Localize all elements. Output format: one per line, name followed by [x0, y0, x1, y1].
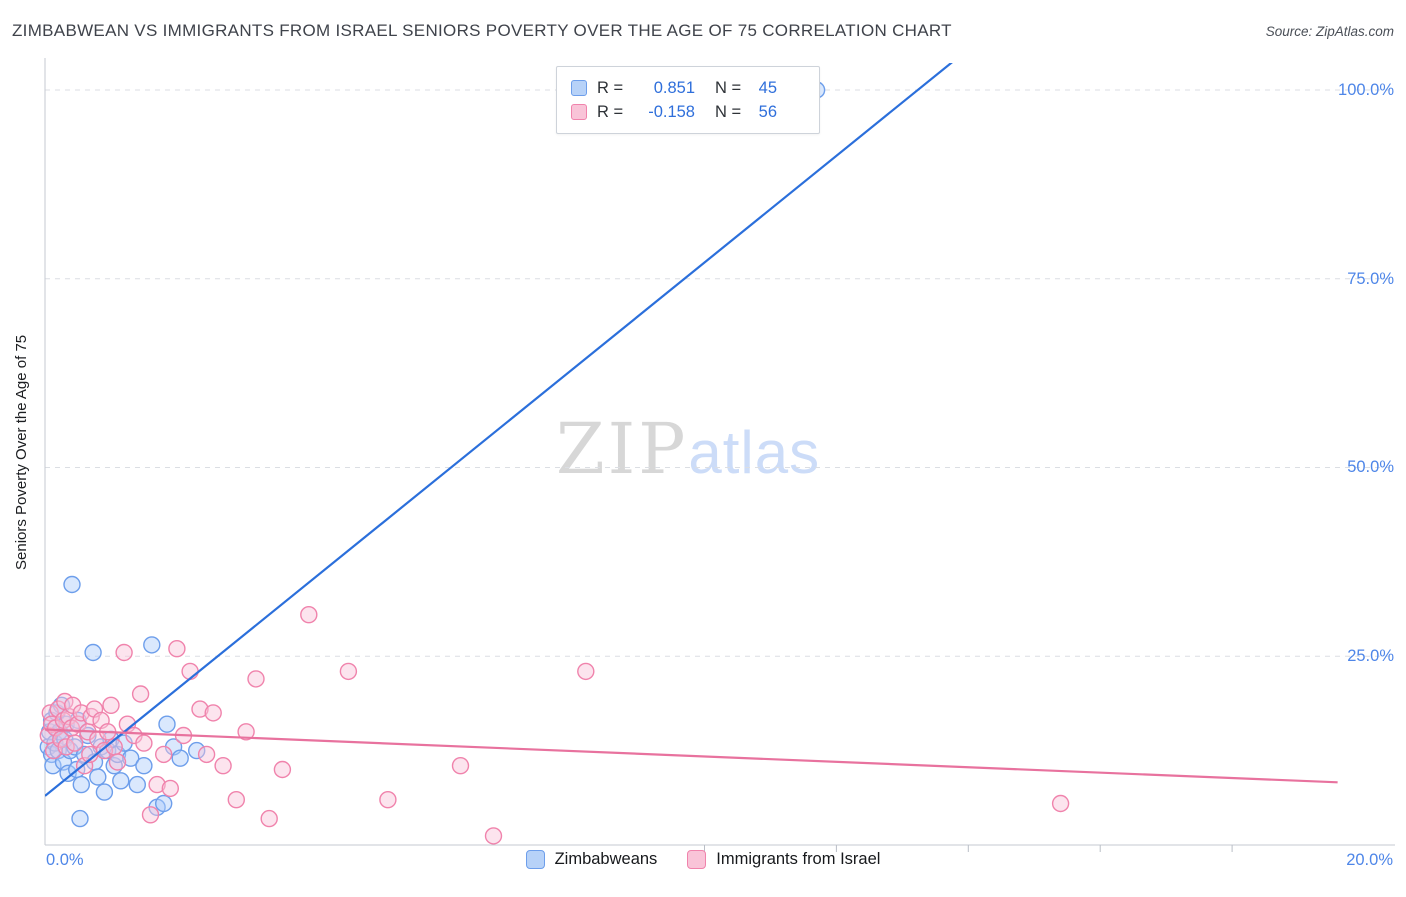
- x-axis-max-label: 20.0%: [1346, 851, 1393, 869]
- point-immigrants-from-israel: [379, 791, 397, 809]
- point-zimbabweans: [44, 757, 62, 775]
- point-immigrants-from-israel: [115, 643, 133, 662]
- point-zimbabweans: [143, 636, 161, 654]
- point-immigrants-from-israel: [339, 662, 358, 681]
- point-zimbabweans: [72, 775, 91, 794]
- point-zimbabweans: [95, 783, 114, 801]
- source-credit: Source: ZipAtlas.com: [1265, 24, 1394, 39]
- y-axis-tick-label-50: 50.0%: [1347, 458, 1394, 476]
- point-immigrants-from-israel: [451, 757, 470, 775]
- zimbabweans-legend-swatch-icon: [525, 850, 545, 869]
- legend-label-zimbabweans: Zimbabweans: [554, 850, 658, 868]
- point-immigrants-from-israel: [108, 753, 127, 771]
- r-value-immigrants: -0.158: [648, 102, 695, 121]
- n-value-immigrants: 56: [758, 102, 777, 121]
- page-title: ZIMBABWEAN VS IMMIGRANTS FROM ISRAEL SEN…: [12, 21, 952, 40]
- n-label: N =: [715, 102, 742, 121]
- point-zimbabweans: [158, 715, 176, 733]
- point-immigrants-from-israel: [141, 806, 160, 824]
- point-immigrants-from-israel: [65, 734, 84, 752]
- r-label: R =: [597, 102, 624, 121]
- point-immigrants-from-israel: [148, 775, 166, 794]
- point-immigrants-from-israel: [273, 760, 292, 779]
- correlation-stats-box: R = 0.851 N = 45 R = -0.158 N = 56: [556, 66, 820, 134]
- point-immigrants-from-israel: [57, 738, 75, 756]
- point-zimbabweans: [121, 749, 140, 767]
- series-legend: Zimbabweans Immigrants from Israel: [0, 850, 1406, 869]
- y-axis-tick-label-25: 25.0%: [1347, 647, 1394, 665]
- point-immigrants-from-israel: [95, 741, 114, 760]
- x-axis-min-label: 0.0%: [46, 851, 84, 869]
- y-axis-tick-label-75: 75.0%: [1347, 270, 1394, 288]
- point-immigrants-from-israel: [214, 757, 232, 775]
- point-immigrants-from-israel: [227, 791, 246, 809]
- series-zimbabweans: [39, 81, 826, 828]
- point-zimbabweans: [128, 775, 147, 794]
- point-immigrants-from-israel: [260, 809, 278, 828]
- point-zimbabweans: [71, 809, 89, 828]
- y-axis-tick-label-100: 100.0%: [1338, 81, 1394, 99]
- immigrants-legend-swatch-icon: [687, 850, 707, 869]
- n-value-zimbabweans: 45: [758, 78, 777, 97]
- point-zimbabweans: [89, 768, 107, 786]
- point-immigrants-from-israel: [237, 723, 255, 741]
- point-immigrants-from-israel: [247, 670, 265, 688]
- immigrants-swatch-icon: [571, 104, 587, 120]
- point-immigrants-from-israel: [102, 696, 120, 714]
- correlation-row-zimbabweans: R = 0.851 N = 45: [571, 79, 805, 98]
- trend-line-immigrants-from-israel: [45, 728, 1338, 784]
- legend-item-immigrants-from-israel[interactable]: Immigrants from Israel: [687, 850, 880, 869]
- legend-label-immigrants-from-israel: Immigrants from Israel: [716, 850, 881, 868]
- point-immigrants-from-israel: [154, 745, 173, 764]
- point-zimbabweans: [59, 764, 77, 782]
- y-axis-label: Seniors Poverty Over the Age of 75: [13, 334, 30, 571]
- point-immigrants-from-israel: [131, 685, 150, 703]
- point-immigrants-from-israel: [168, 640, 186, 658]
- point-zimbabweans: [187, 741, 206, 760]
- point-immigrants-from-israel: [181, 662, 199, 681]
- point-immigrants-from-israel: [577, 662, 595, 681]
- legend-item-zimbabweans[interactable]: Zimbabweans: [525, 850, 658, 869]
- point-immigrants-from-israel: [484, 827, 503, 845]
- point-immigrants-from-israel: [1051, 794, 1070, 813]
- point-zimbabweans: [135, 757, 153, 775]
- trend-line-zimbabweans: [45, 63, 953, 797]
- point-immigrants-from-israel: [300, 606, 318, 624]
- correlation-row-immigrants: R = -0.158 N = 56: [571, 103, 805, 122]
- point-zimbabweans: [154, 794, 173, 813]
- point-immigrants-from-israel: [197, 745, 216, 764]
- point-zimbabweans: [171, 749, 189, 767]
- n-label: N =: [715, 78, 742, 97]
- r-label: R =: [597, 78, 624, 97]
- point-zimbabweans: [84, 643, 102, 662]
- point-immigrants-from-israel: [135, 734, 153, 752]
- point-immigrants-from-israel: [191, 700, 209, 718]
- point-immigrants-from-israel: [161, 779, 180, 798]
- point-immigrants-from-israel: [72, 704, 91, 722]
- zimbabweans-swatch-icon: [571, 80, 587, 96]
- point-immigrants-from-israel: [204, 704, 222, 722]
- point-zimbabweans: [63, 575, 81, 594]
- point-zimbabweans: [112, 772, 130, 790]
- r-value-zimbabweans: 0.851: [653, 78, 695, 97]
- series-immigrants-from-israel: [39, 606, 1070, 845]
